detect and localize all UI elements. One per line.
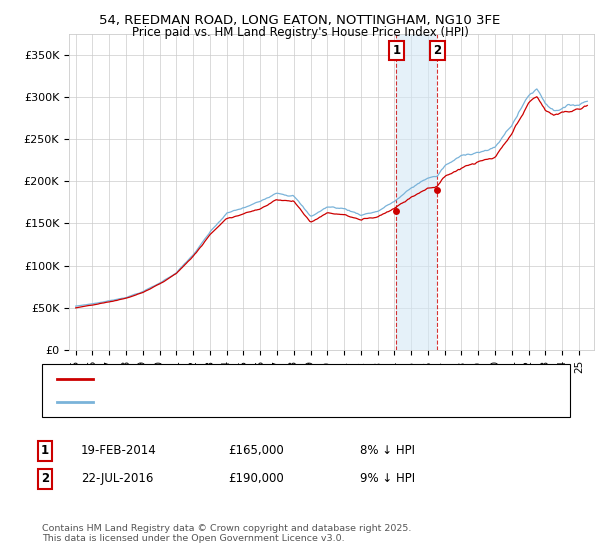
Text: 2: 2 <box>41 472 49 486</box>
Text: 8% ↓ HPI: 8% ↓ HPI <box>360 444 415 458</box>
Text: 22-JUL-2016: 22-JUL-2016 <box>81 472 154 486</box>
Text: Price paid vs. HM Land Registry's House Price Index (HPI): Price paid vs. HM Land Registry's House … <box>131 26 469 39</box>
Text: 2: 2 <box>433 44 441 57</box>
Text: 19-FEB-2014: 19-FEB-2014 <box>81 444 157 458</box>
Text: £190,000: £190,000 <box>228 472 284 486</box>
Text: Contains HM Land Registry data © Crown copyright and database right 2025.
This d: Contains HM Land Registry data © Crown c… <box>42 524 412 543</box>
Text: 1: 1 <box>41 444 49 458</box>
Text: £165,000: £165,000 <box>228 444 284 458</box>
Text: 9% ↓ HPI: 9% ↓ HPI <box>360 472 415 486</box>
Text: 1: 1 <box>392 44 400 57</box>
Text: 54, REEDMAN ROAD, LONG EATON, NOTTINGHAM, NG10 3FE: 54, REEDMAN ROAD, LONG EATON, NOTTINGHAM… <box>100 14 500 27</box>
Text: 54, REEDMAN ROAD, LONG EATON, NOTTINGHAM, NG10 3FE (detached house): 54, REEDMAN ROAD, LONG EATON, NOTTINGHAM… <box>99 374 509 384</box>
Text: HPI: Average price, detached house, Erewash: HPI: Average price, detached house, Erew… <box>99 397 336 407</box>
Bar <box>397 34 437 350</box>
